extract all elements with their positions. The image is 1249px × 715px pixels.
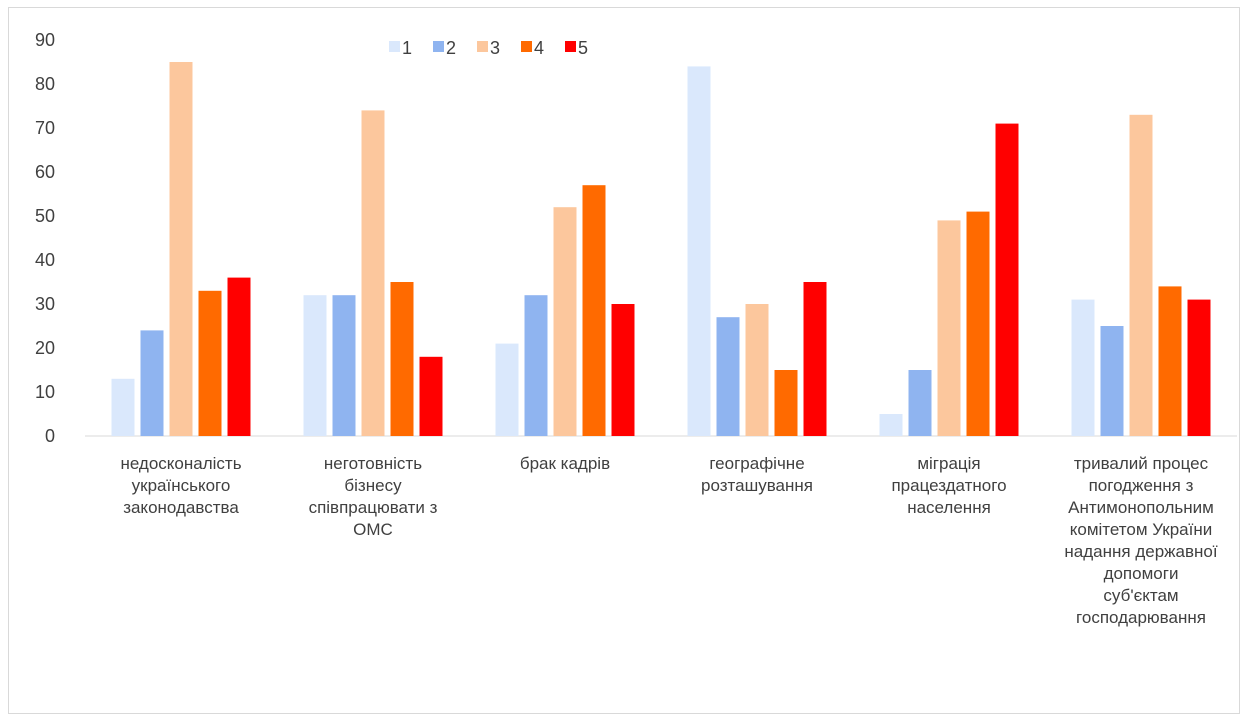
- bar-series-4-cat-3: [582, 185, 606, 436]
- category-label: тривалий процес погодження з Антимонопольн…: [1064, 454, 1217, 627]
- bar-series-3-cat-6: [1129, 114, 1153, 437]
- y-tick-label: 40: [35, 250, 55, 270]
- legend-label-5: 5: [578, 38, 588, 58]
- legend-label-2: 2: [446, 38, 456, 58]
- bars: [111, 62, 1211, 437]
- bar-series-3-cat-4: [745, 304, 769, 436]
- bar-series-2-cat-1: [140, 330, 164, 436]
- legend-swatch-4: [521, 41, 532, 52]
- bar-series-3-cat-3: [553, 207, 577, 436]
- bar-series-4-cat-4: [774, 370, 798, 436]
- y-tick-label: 50: [35, 206, 55, 226]
- bar-series-5-cat-5: [995, 123, 1019, 436]
- category-label: географічне розташування: [701, 454, 813, 495]
- legend-swatch-3: [477, 41, 488, 52]
- legend-swatch-5: [565, 41, 576, 52]
- legend-swatch-1: [389, 41, 400, 52]
- bar-series-2-cat-5: [908, 370, 932, 436]
- legend-swatch-2: [433, 41, 444, 52]
- bar-series-1-cat-6: [1071, 299, 1095, 436]
- y-tick-label: 80: [35, 74, 55, 94]
- bar-series-3-cat-1: [169, 62, 193, 436]
- bar-series-2-cat-2: [332, 295, 356, 436]
- y-tick-label: 10: [35, 382, 55, 402]
- legend-label-4: 4: [534, 38, 544, 58]
- category-label: неготовність бізнесу співпрацювати з ОМС: [309, 454, 438, 539]
- y-tick-label: 60: [35, 162, 55, 182]
- category-label: міграція працездатного населення: [891, 454, 1006, 517]
- x-axis: недосконалість українського законодавства н…: [120, 454, 1217, 627]
- bar-series-1-cat-3: [495, 343, 519, 436]
- bar-series-4-cat-1: [198, 290, 222, 436]
- category-label: брак кадрів: [520, 454, 610, 473]
- legend-label-3: 3: [490, 38, 500, 58]
- bar-series-4-cat-6: [1158, 286, 1182, 436]
- bar-series-5-cat-2: [419, 356, 443, 436]
- bar-series-2-cat-3: [524, 295, 548, 436]
- y-tick-label: 20: [35, 338, 55, 358]
- bar-series-1-cat-4: [687, 66, 711, 437]
- category-label: недосконалість українського законодавства: [120, 454, 241, 517]
- y-tick-label: 70: [35, 118, 55, 138]
- bar-series-2-cat-6: [1100, 326, 1124, 436]
- bar-series-1-cat-5: [879, 414, 903, 436]
- y-axis: 0 10 20 30 40 50 60 70 80 90: [35, 30, 1237, 446]
- bar-series-3-cat-2: [361, 110, 385, 437]
- bar-series-5-cat-6: [1187, 299, 1211, 436]
- bar-series-1-cat-1: [111, 378, 135, 436]
- y-tick-label: 0: [45, 426, 55, 446]
- bar-series-5-cat-1: [227, 277, 251, 436]
- bar-series-5-cat-3: [611, 304, 635, 436]
- bar-series-1-cat-2: [303, 295, 327, 436]
- bar-series-3-cat-5: [937, 220, 961, 436]
- bar-series-4-cat-2: [390, 282, 414, 436]
- legend: 1 2 3 4 5: [389, 38, 588, 58]
- bar-chart: 0 10 20 30 40 50 60 70 80 90 недосконалість україн…: [35, 30, 1237, 627]
- bar-series-2-cat-4: [716, 317, 740, 436]
- bar-series-4-cat-5: [966, 211, 990, 436]
- y-tick-label: 30: [35, 294, 55, 314]
- y-tick-label: 90: [35, 30, 55, 50]
- bar-series-5-cat-4: [803, 282, 827, 436]
- chart-frame: 0 10 20 30 40 50 60 70 80 90 недосконалість україн…: [8, 7, 1240, 714]
- legend-label-1: 1: [402, 38, 412, 58]
